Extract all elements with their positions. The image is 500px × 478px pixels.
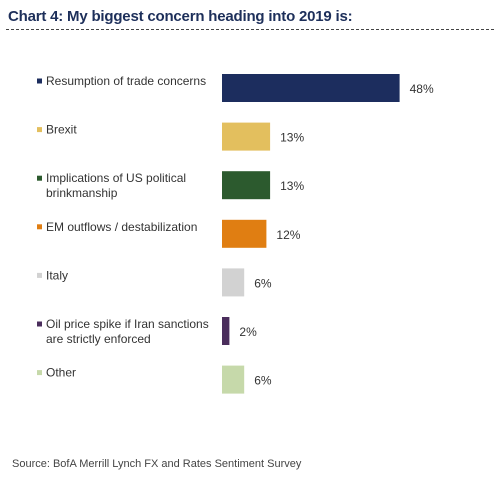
category-marker-2 (37, 175, 42, 181)
category-marker-5 (37, 321, 42, 327)
category-label-2-line-0: Implications of US political (46, 171, 186, 185)
category-label-6: Other (46, 366, 76, 380)
value-label-4: 6% (254, 276, 272, 290)
value-label-3: 12% (276, 228, 300, 242)
category-label-5-line-1: are strictly enforced (46, 332, 151, 346)
category-label-1: Brexit (46, 123, 77, 137)
value-label-6: 6% (254, 374, 272, 388)
value-label-1: 13% (280, 131, 304, 145)
category-marker-0 (37, 78, 42, 84)
category-label-0: Resumption of trade concerns (46, 74, 206, 88)
category-label-4: Italy (46, 268, 68, 282)
value-label-5: 2% (239, 325, 257, 339)
category-marker-6 (37, 370, 42, 376)
category-label-3: EM outflows / destabilization (46, 220, 197, 234)
bar-2 (222, 171, 271, 200)
value-label-0: 48% (410, 82, 434, 96)
value-label-2: 13% (280, 179, 304, 193)
bar-0 (222, 74, 400, 102)
source-note: Source: BofA Merrill Lynch FX and Rates … (12, 458, 302, 470)
bar-6 (222, 365, 245, 394)
category-marker-1 (37, 127, 42, 133)
bar-1 (222, 122, 271, 151)
title-divider (6, 29, 494, 30)
category-marker-4 (37, 272, 42, 278)
bar-chart: Resumption of trade concerns 48% Brexit 13%… (37, 74, 434, 394)
bar-5 (222, 317, 230, 345)
category-label-5-line-0: Oil price spike if Iran sanctions (46, 317, 209, 331)
category-marker-3 (37, 224, 42, 230)
bar-4 (222, 268, 245, 297)
category-label-2-line-1: brinkmanship (46, 186, 118, 200)
bar-3 (222, 219, 267, 248)
chart-title: Chart 4: My biggest concern heading into… (8, 8, 353, 25)
